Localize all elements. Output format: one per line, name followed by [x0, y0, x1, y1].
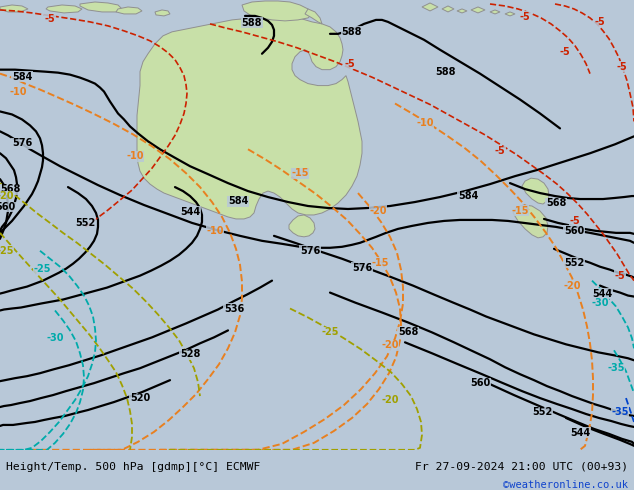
Text: -20: -20	[381, 395, 399, 405]
Polygon shape	[522, 178, 549, 204]
Polygon shape	[242, 1, 312, 21]
Text: -25: -25	[33, 264, 51, 274]
Text: 568: 568	[546, 198, 566, 208]
Text: -5: -5	[345, 59, 356, 69]
Text: -25: -25	[0, 246, 14, 256]
Text: 520: 520	[130, 393, 150, 403]
Text: 588: 588	[242, 18, 262, 28]
Polygon shape	[471, 7, 485, 13]
Text: 576: 576	[300, 246, 320, 256]
Polygon shape	[80, 2, 122, 12]
Text: 576: 576	[352, 263, 372, 273]
Text: -20: -20	[0, 191, 14, 201]
Text: 560: 560	[564, 226, 584, 236]
Text: 536: 536	[224, 303, 244, 314]
Polygon shape	[289, 215, 315, 237]
Text: -15: -15	[291, 168, 309, 178]
Text: -20: -20	[563, 281, 581, 291]
Text: -20: -20	[369, 206, 387, 216]
Polygon shape	[116, 7, 142, 14]
Text: -5: -5	[617, 62, 628, 72]
Polygon shape	[442, 6, 454, 12]
Text: -10: -10	[417, 119, 434, 128]
Polygon shape	[513, 205, 548, 238]
Text: ©weatheronline.co.uk: ©weatheronline.co.uk	[503, 480, 628, 490]
Text: -5: -5	[595, 17, 605, 27]
Polygon shape	[490, 10, 500, 14]
Text: -10: -10	[206, 226, 224, 236]
Text: -5: -5	[614, 270, 625, 281]
Text: -35: -35	[607, 363, 624, 373]
Text: 544: 544	[592, 289, 612, 298]
Text: -10: -10	[126, 151, 144, 161]
Text: -5: -5	[560, 47, 571, 57]
Text: -30: -30	[592, 297, 609, 308]
Text: -5: -5	[495, 147, 505, 156]
Text: 584: 584	[12, 72, 32, 82]
Polygon shape	[46, 5, 82, 13]
Text: 576: 576	[12, 138, 32, 148]
Text: 560: 560	[0, 202, 15, 212]
Text: -5: -5	[44, 14, 55, 24]
Text: -25: -25	[321, 327, 339, 338]
Text: -30: -30	[46, 333, 64, 343]
Text: 568: 568	[0, 184, 20, 194]
Text: Height/Temp. 500 hPa [gdmp][°C] ECMWF: Height/Temp. 500 hPa [gdmp][°C] ECMWF	[6, 462, 261, 472]
Text: 544: 544	[570, 428, 590, 438]
Polygon shape	[155, 10, 170, 16]
Text: 560: 560	[470, 378, 490, 388]
Text: 584: 584	[458, 191, 478, 201]
Polygon shape	[457, 9, 467, 13]
Polygon shape	[0, 5, 28, 12]
Text: 568: 568	[398, 327, 418, 338]
Polygon shape	[137, 16, 362, 219]
Text: 528: 528	[180, 349, 200, 359]
Text: 544: 544	[180, 207, 200, 217]
Polygon shape	[305, 9, 322, 24]
Text: -15: -15	[372, 258, 389, 268]
Text: 588: 588	[436, 67, 456, 76]
Text: -10: -10	[10, 87, 27, 97]
Text: -15: -15	[511, 206, 529, 216]
Text: -5: -5	[569, 216, 580, 226]
Text: 552: 552	[532, 407, 552, 417]
Text: 584: 584	[228, 196, 248, 206]
Text: 588: 588	[342, 27, 362, 37]
Text: -35: -35	[611, 407, 629, 417]
Text: 552: 552	[564, 258, 584, 268]
Text: 552: 552	[75, 218, 95, 228]
Text: -20: -20	[381, 341, 399, 350]
Polygon shape	[422, 3, 438, 11]
Text: -5: -5	[520, 12, 531, 22]
Polygon shape	[505, 12, 515, 16]
Text: Fr 27-09-2024 21:00 UTC (00+93): Fr 27-09-2024 21:00 UTC (00+93)	[415, 462, 628, 472]
